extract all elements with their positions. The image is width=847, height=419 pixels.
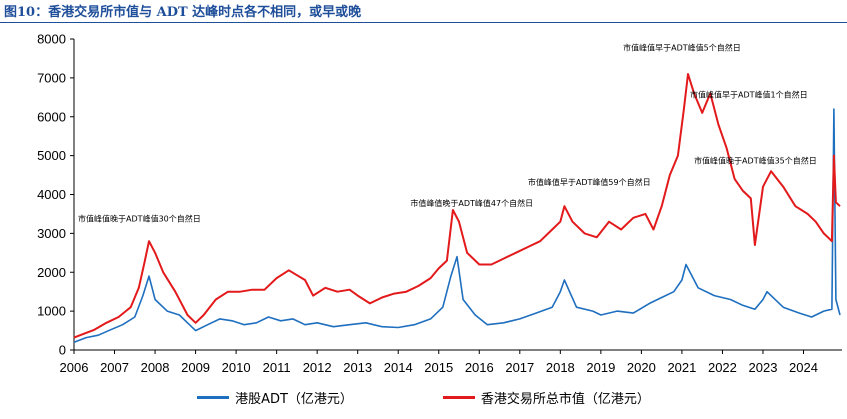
legend-label-market-cap: 香港交易所总市值（亿港元）	[480, 392, 650, 407]
x-tick-label: 2007	[100, 360, 129, 375]
x-tick-label: 2017	[505, 360, 534, 375]
annotation-label: 市值峰值晚于ADT峰值47个自然日	[410, 198, 533, 208]
y-tick-label: 2000	[37, 265, 66, 280]
y-tick-label: 1000	[37, 304, 66, 319]
x-tick-label: 2020	[627, 360, 656, 375]
y-tick-label: 4000	[37, 187, 66, 202]
x-tick-label: 2009	[181, 360, 210, 375]
annotation-label: 市值峰值晚于ADT峰值30个自然日	[78, 214, 201, 224]
x-tick-label: 2023	[749, 360, 778, 375]
x-tick-label: 2014	[384, 360, 413, 375]
y-tick-label: 8000	[37, 32, 66, 47]
figure-title: 图10：香港交易所市值与 ADT 达峰时点各不相同，或早或晚	[4, 5, 362, 20]
y-tick-label: 6000	[37, 109, 66, 124]
series-line-market-cap	[73, 73, 841, 339]
x-tick-label: 2013	[343, 360, 372, 375]
legend-item-market-cap: 香港交易所总市值（亿港元）	[442, 388, 650, 407]
y-tick-label: 5000	[37, 148, 66, 163]
y-tick-label: 3000	[37, 226, 66, 241]
series-line-adt	[73, 108, 841, 343]
y-tick-label: 0	[59, 343, 66, 358]
annotation-label: 市值峰值晚于ADT峰值35个自然日	[694, 155, 817, 165]
x-tick-label: 2021	[667, 360, 696, 375]
legend-swatch-market-cap	[442, 396, 475, 399]
legend-label-adt: 港股ADT（亿港元）	[235, 392, 353, 407]
x-tick-label: 2012	[303, 360, 332, 375]
x-tick-label: 2018	[546, 360, 575, 375]
legend-swatch-adt	[197, 396, 230, 399]
x-tick-label: 2015	[424, 360, 453, 375]
x-tick-label: 2022	[708, 360, 737, 375]
x-tick-label: 2019	[586, 360, 615, 375]
legend: 港股ADT（亿港元） 香港交易所总市值（亿港元）	[0, 388, 847, 407]
annotation-label: 市值峰值早于ADT峰值5个自然日	[623, 43, 741, 53]
x-tick-label: 2008	[141, 360, 170, 375]
legend-item-adt: 港股ADT（亿港元）	[197, 388, 353, 407]
y-tick-label: 7000	[37, 70, 66, 85]
axes: 0 1000 2000 3000 4000 5000 6000 7000 8000 2006 200…	[37, 32, 842, 375]
annotation-label: 市值峰值早于ADT峰值1个自然日	[690, 89, 808, 99]
x-tick-label: 2016	[465, 360, 494, 375]
x-tick-label: 2011	[263, 360, 291, 375]
annotations: 市值峰值晚于ADT峰值30个自然日 市值峰值晚于ADT峰值47个自然日 市值峰值早于…	[78, 43, 817, 224]
annotation-label: 市值峰值早于ADT峰值59个自然日	[528, 177, 651, 187]
series-lines	[73, 73, 841, 343]
x-tick-label: 2010	[222, 360, 251, 375]
x-tick-label: 2024	[789, 360, 818, 375]
title-rule	[0, 22, 847, 23]
x-tick-label: 2006	[60, 360, 89, 375]
